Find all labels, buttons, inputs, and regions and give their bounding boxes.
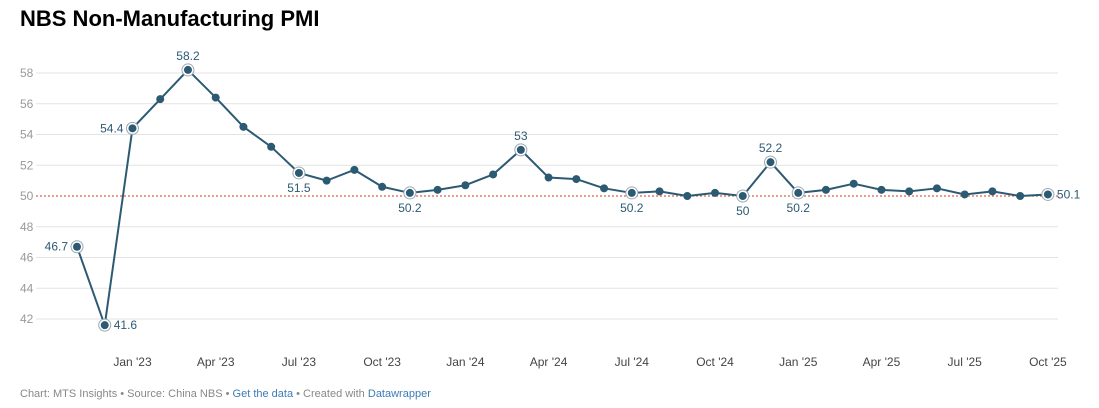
y-tick-label: 46 <box>20 251 34 265</box>
data-point <box>267 142 276 151</box>
data-label: 50 <box>736 204 750 218</box>
x-tick-label: Apr '23 <box>197 355 235 369</box>
data-point <box>211 93 220 102</box>
separator: • <box>222 388 233 400</box>
chart-title: NBS Non-Manufacturing PMI <box>20 6 320 31</box>
data-point <box>877 185 886 194</box>
data-point <box>100 321 109 330</box>
x-tick-label: Apr '25 <box>863 355 901 369</box>
y-tick-label: 52 <box>20 158 34 172</box>
data-point <box>156 95 165 104</box>
data-point <box>960 190 969 199</box>
separator: • <box>117 388 128 400</box>
data-point <box>294 168 303 177</box>
series-line <box>76 68 1048 327</box>
y-tick-label: 42 <box>20 312 34 326</box>
data-point <box>1016 192 1025 200</box>
data-point <box>544 173 553 182</box>
data-label: 52.2 <box>759 141 783 155</box>
x-tick-label: Apr '24 <box>530 355 568 369</box>
data-point <box>239 122 248 131</box>
data-point <box>794 188 803 197</box>
data-point <box>1043 190 1052 199</box>
data-point <box>821 185 830 194</box>
footer: Chart: MTS Insights • Source: China NBS … <box>20 388 431 400</box>
x-tick-label: Jan '23 <box>113 355 152 369</box>
x-tick-label: Oct '25 <box>1029 355 1067 369</box>
data-point <box>128 124 137 133</box>
data-point <box>655 187 664 196</box>
x-tick-label: Oct '24 <box>696 355 734 369</box>
data-point <box>73 242 81 251</box>
datawrapper-link[interactable]: Datawrapper <box>367 388 431 400</box>
y-tick-label: 50 <box>20 189 34 203</box>
data-point <box>738 192 747 200</box>
x-tick-label: Jul '25 <box>948 355 983 369</box>
data-label: 41.6 <box>114 318 138 332</box>
x-tick-label: Jul '23 <box>282 355 317 369</box>
data-label: 50.2 <box>398 201 422 215</box>
y-tick-label: 54 <box>20 128 34 142</box>
data-point <box>378 182 387 191</box>
data-label: 50.1 <box>1057 187 1081 201</box>
data-point <box>572 175 581 184</box>
data-label: 51.5 <box>287 181 311 195</box>
data-label: 50.2 <box>620 201 644 215</box>
separator: • <box>293 388 304 400</box>
data-point <box>766 158 775 167</box>
data-point <box>322 176 331 185</box>
data-point <box>627 188 636 197</box>
created-with: Created with <box>303 388 365 400</box>
data-label: 53 <box>514 129 528 143</box>
data-point <box>905 187 914 196</box>
data-label: 46.7 <box>45 240 69 254</box>
data-point <box>683 192 692 200</box>
data-point <box>350 165 359 174</box>
x-tick-label: Jan '25 <box>779 355 818 369</box>
x-tick-label: Jan '24 <box>446 355 485 369</box>
data-point <box>516 145 525 154</box>
data-point <box>932 184 941 193</box>
y-tick-label: 58 <box>20 66 34 80</box>
data-point <box>849 179 858 188</box>
data-point <box>433 185 442 194</box>
y-tick-label: 56 <box>20 97 34 111</box>
data-label: 54.4 <box>100 121 124 135</box>
x-tick-label: Oct '23 <box>363 355 401 369</box>
y-tick-label: 48 <box>20 220 34 234</box>
data-point <box>183 65 192 74</box>
data-point <box>988 187 997 196</box>
data-label: 50.2 <box>787 201 811 215</box>
data-point <box>461 181 470 190</box>
data-point <box>711 188 720 197</box>
data-point <box>489 170 498 179</box>
y-tick-label: 44 <box>20 281 34 295</box>
chart-credit: Chart: MTS Insights <box>20 388 118 400</box>
x-tick-label: Jul '24 <box>615 355 650 369</box>
line-chart: 42 44 46 48 50 52 54 56 58 Jan '23 Apr '23 Jul '23 O… <box>20 49 1081 369</box>
data-point <box>405 188 414 197</box>
data-point <box>600 184 609 193</box>
data-label: 58.2 <box>176 49 200 63</box>
get-data-link[interactable]: Get the data <box>232 388 294 400</box>
source: Source: China NBS <box>127 388 223 400</box>
